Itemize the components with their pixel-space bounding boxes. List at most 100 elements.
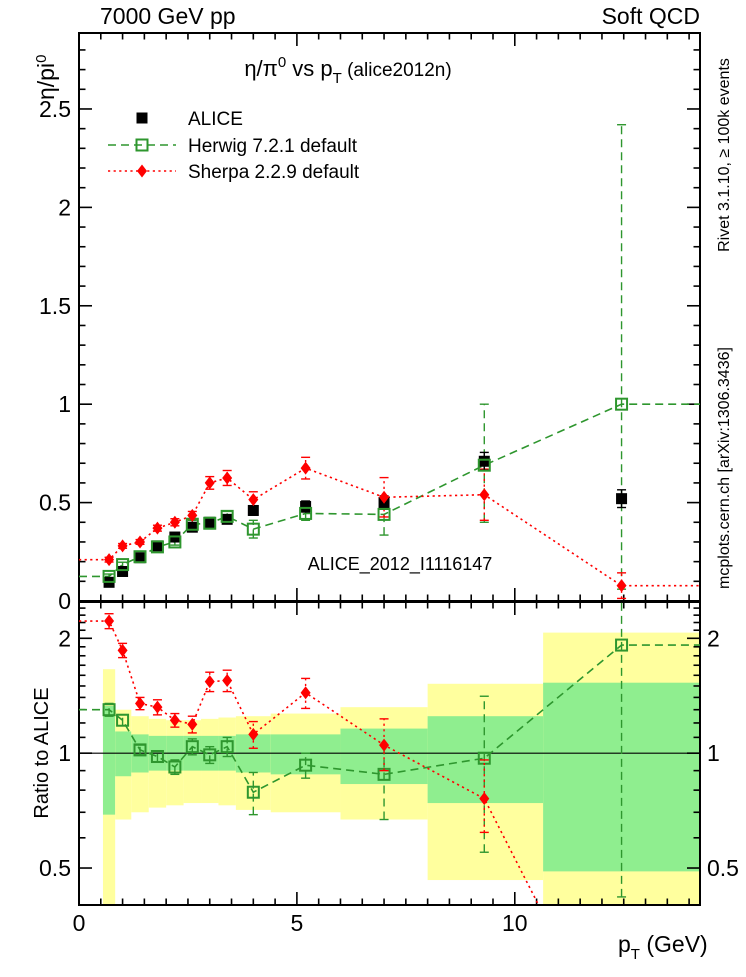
herwig-ratio-point — [116, 713, 130, 727]
alice-data-point — [186, 521, 198, 533]
legend-label-sherpa: Sherpa 2.2.9 default — [188, 162, 360, 183]
herwig-data-point — [220, 509, 234, 523]
y-tick-label-ratio-right: 1 — [707, 740, 720, 766]
y-tick-label-top: 0 — [58, 588, 71, 614]
sherpa-ratio-point — [152, 700, 163, 714]
sherpa-data-point — [169, 515, 180, 529]
mcplots-arxiv-note: mcplots.cern.ch [arXiv:1306.3436] — [716, 347, 733, 589]
sherpa-ratio-point — [379, 738, 390, 752]
sherpa-data-point — [104, 553, 115, 567]
herwig-ratio-point — [168, 760, 182, 774]
sherpa-data-point — [187, 508, 198, 522]
band-green — [102, 705, 116, 815]
herwig-data-point — [299, 506, 313, 520]
band-green — [115, 731, 132, 777]
herwig-data-point — [477, 458, 491, 472]
analysis-watermark: ALICE_2012_I1116147 — [308, 554, 493, 575]
herwig-line — [79, 403, 700, 578]
sherpa-data-point — [379, 490, 390, 504]
y-tick-label-top: 0.5 — [39, 490, 71, 516]
herwig-data-point — [615, 397, 629, 411]
sherpa-data-point — [204, 476, 215, 490]
ratio-uncertainty-bands — [102, 632, 700, 905]
herwig-ratio-line — [79, 644, 700, 794]
x-tick-label: 10 — [502, 910, 528, 936]
y-axis-label-top-panel: η/pi0 — [33, 55, 59, 100]
sherpa-ratio-point — [104, 614, 115, 628]
plot-title: η/π0 vs pT (alice2012n) — [244, 54, 451, 87]
sherpa-ratio-point — [169, 713, 180, 727]
alice-data-point — [478, 455, 490, 467]
sherpa-data-point — [222, 471, 233, 485]
sherpa-data-point — [152, 521, 163, 535]
y-tick-label-top: 2.5 — [39, 96, 71, 122]
sherpa-legend-marker — [137, 164, 147, 178]
sherpa-data-point — [616, 579, 627, 593]
band-green — [270, 734, 341, 775]
herwig-data-point — [116, 558, 130, 572]
y-axis-label-ratio-panel: Ratio to ALICE — [31, 687, 53, 818]
sherpa-data-point — [248, 493, 259, 507]
herwig-ratio-point — [102, 703, 116, 717]
y-tick-label-top: 1.5 — [39, 293, 71, 319]
herwig-ratio-point — [203, 748, 217, 762]
herwig-ratio-point — [133, 743, 147, 757]
top-panel-series — [79, 124, 700, 600]
herwig-data-point — [246, 522, 260, 536]
ratio-panel-series — [79, 602, 700, 905]
alice-data-point — [134, 552, 146, 564]
sherpa-data-point — [117, 539, 128, 553]
sherpa-ratio-point — [117, 643, 128, 657]
alice-data-point — [221, 513, 233, 525]
y-tick-label-ratio-left: 0.5 — [39, 855, 71, 881]
legend-label-herwig: Herwig 7.2.1 default — [188, 136, 358, 157]
header-process-label: Soft QCD — [602, 3, 700, 29]
alice-data-point — [616, 493, 628, 505]
legend-label-alice: ALICE — [188, 109, 243, 130]
sherpa-ratio-point — [222, 674, 233, 688]
alice-data-point — [204, 516, 216, 528]
sherpa-ratio-point — [187, 717, 198, 731]
herwig-data-point — [133, 550, 147, 564]
x-tick-label: 0 — [73, 910, 86, 936]
sherpa-ratio-point — [204, 675, 215, 689]
sherpa-data-point — [135, 535, 146, 549]
header-energy-label: 7000 GeV pp — [100, 3, 236, 29]
herwig-data-point — [102, 569, 116, 583]
sherpa-data-point — [300, 461, 311, 475]
sherpa-ratio-point — [479, 792, 490, 806]
herwig-ratio-point — [220, 740, 234, 754]
alice-legend-marker — [136, 112, 148, 124]
alice-data-point — [151, 540, 163, 552]
y-tick-label-ratio-right: 2 — [707, 625, 720, 651]
y-tick-label-ratio-left: 1 — [58, 740, 71, 766]
axis-tick-labels: 0 0.5 1 1.5 2 2.5 0.5 0.5 1 1 2 2 0 5 10 — [39, 96, 739, 936]
alice-data-point — [247, 504, 259, 516]
herwig-ratio-point — [246, 785, 260, 799]
sherpa-ratio-point — [135, 696, 146, 710]
herwig-ratio-point — [150, 750, 164, 764]
herwig-data-point — [377, 507, 391, 521]
y-tick-label-top: 2 — [58, 194, 71, 220]
herwig-legend-marker — [135, 138, 149, 152]
sherpa-data-point — [479, 488, 490, 502]
herwig-ratio-point — [299, 758, 313, 772]
herwig-data-point — [168, 535, 182, 549]
y-tick-label-top: 1 — [58, 391, 71, 417]
sherpa-ratio-point — [300, 686, 311, 700]
alice-data-point — [300, 501, 312, 513]
sherpa-ratio-point — [248, 727, 259, 741]
rivet-version-note: Rivet 3.1.10, ≥ 100k events — [716, 58, 733, 252]
x-tick-label: 5 — [290, 910, 303, 936]
alice-data-point — [117, 565, 129, 577]
herwig-ratio-point — [185, 740, 199, 754]
x-axis-label: pT (GeV) — [618, 931, 708, 963]
herwig-ratio-point — [615, 638, 629, 652]
legend: ALICE Herwig 7.2.1 default Sherpa 2.2.9 de… — [108, 109, 360, 183]
herwig-data-point — [150, 540, 164, 554]
herwig-data-point — [203, 516, 217, 530]
y-tick-label-ratio-left: 2 — [58, 625, 71, 651]
y-tick-label-ratio-right: 0.5 — [707, 855, 739, 881]
